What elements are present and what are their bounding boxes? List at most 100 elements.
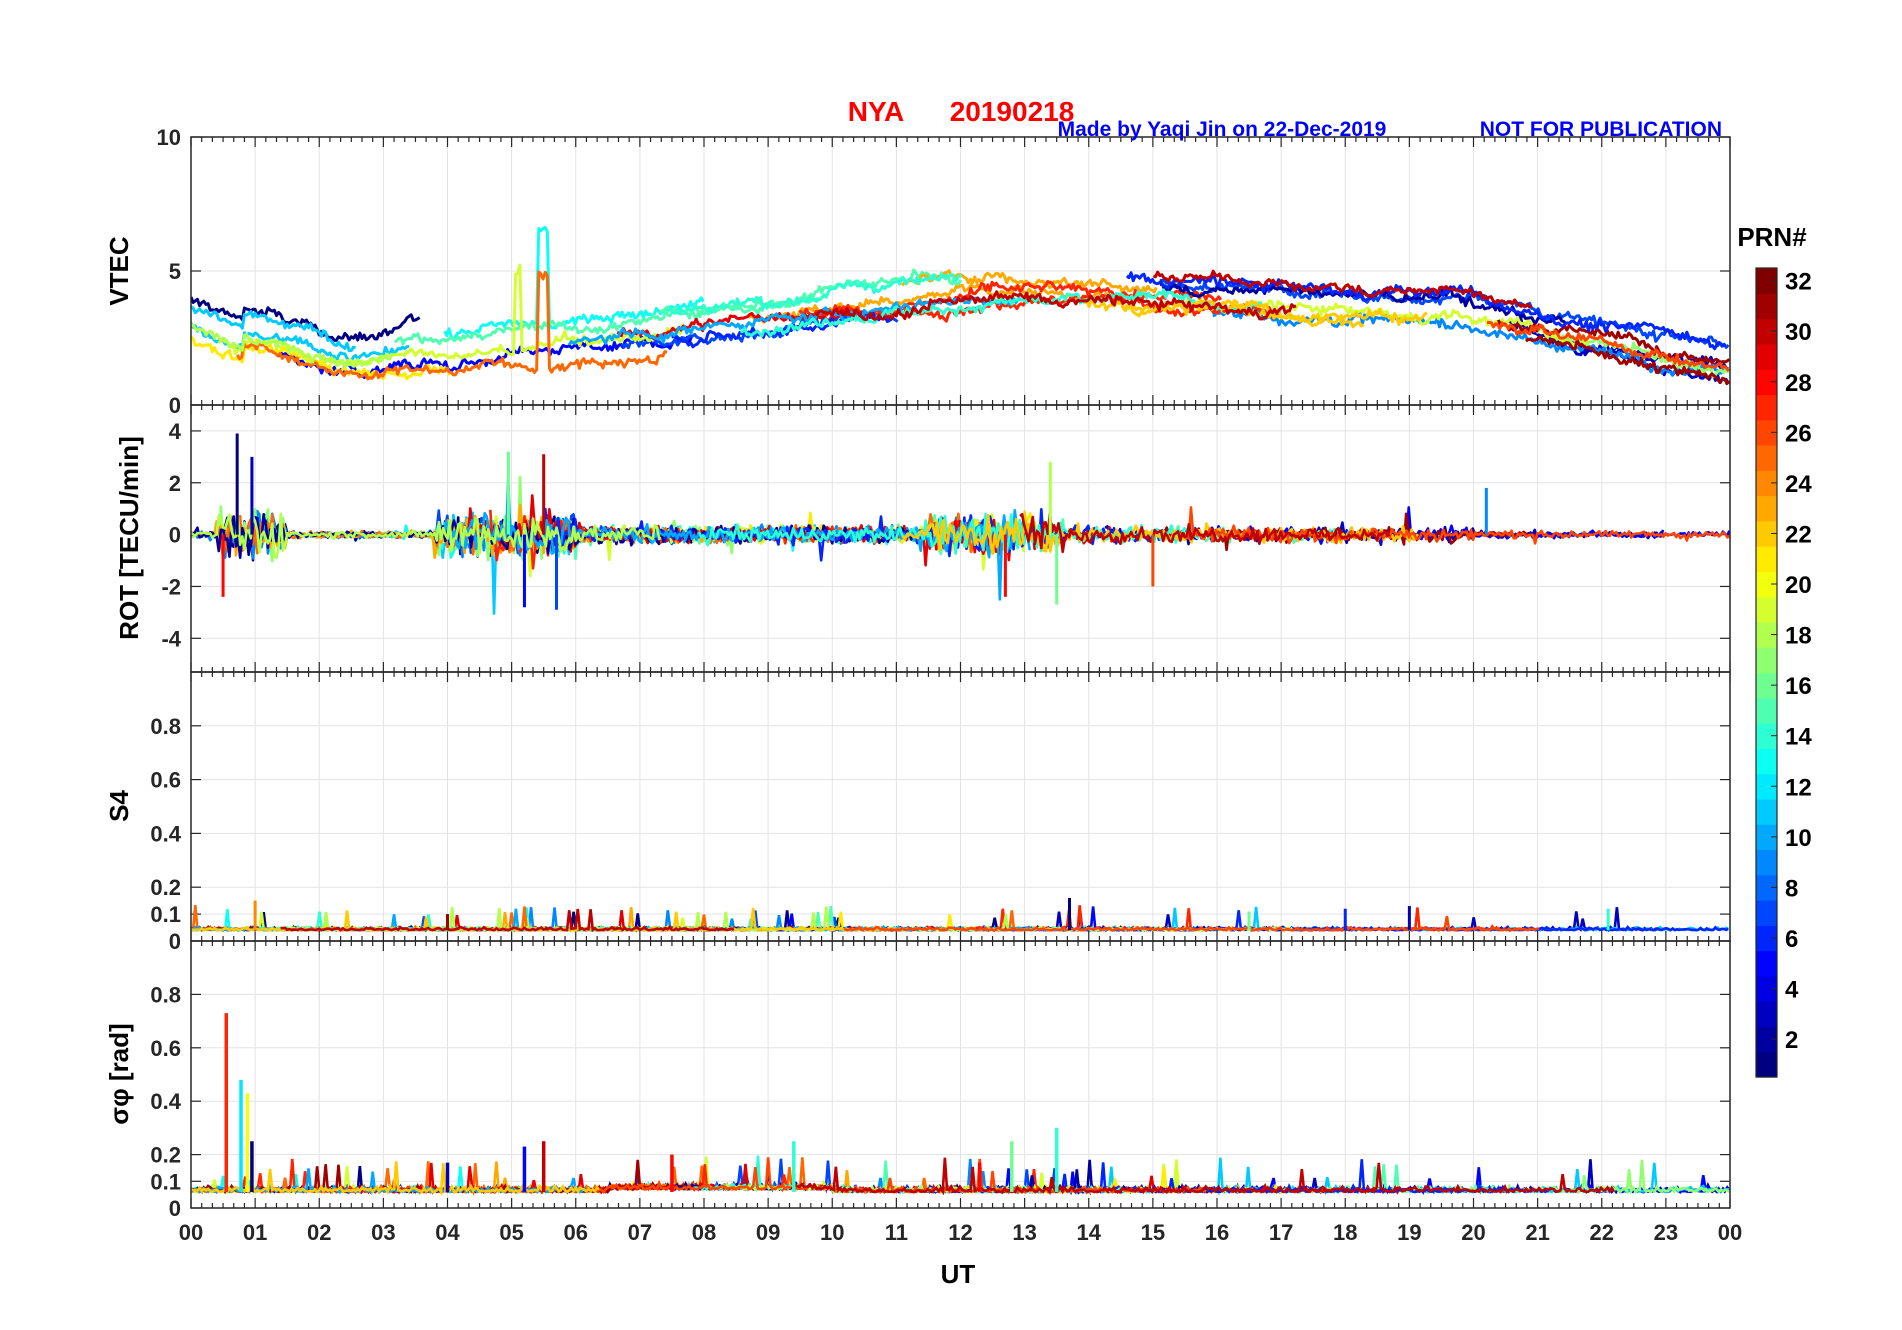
- y-tick-label-sigma_phi: 0.1: [150, 1169, 181, 1194]
- colorbar-tick-label: 14: [1785, 724, 1812, 751]
- colorbar-tick-label: 16: [1785, 673, 1812, 700]
- rot-line-prn-18: [191, 512, 662, 560]
- colorbar-segment: [1756, 773, 1777, 800]
- x-tick-label: 00: [1718, 1220, 1742, 1245]
- vtec-line-prn-26: [1486, 320, 1730, 372]
- colorbar-segment: [1756, 672, 1777, 699]
- x-tick-label: 21: [1525, 1220, 1549, 1245]
- x-tick-label: 23: [1654, 1220, 1678, 1245]
- y-tick-label-vtec: 10: [157, 125, 181, 150]
- colorbar-tick-label: 8: [1785, 875, 1798, 902]
- x-tick-label: 05: [499, 1220, 523, 1245]
- vtec-line-prn-15: [394, 292, 830, 346]
- x-tick-label: 06: [564, 1220, 588, 1245]
- y-tick-label-rot: -2: [161, 574, 181, 599]
- vtec-line-prn-22: [1083, 298, 1428, 327]
- y-tick-label-s4: 0.1: [150, 902, 181, 927]
- vtec-series-group: [191, 225, 1730, 386]
- notice-text: NOT FOR PUBLICATION: [1480, 118, 1722, 141]
- vtec-line-prn-25: [236, 270, 668, 381]
- colorbar-tick-label: 26: [1785, 420, 1812, 447]
- colorbar-segment: [1756, 268, 1777, 294]
- y-axis-label-s4: S4: [104, 790, 134, 822]
- colorbar-tick-label: 6: [1785, 926, 1798, 953]
- y-axis-label-vtec: VTEC: [104, 236, 134, 306]
- colorbar-segment: [1756, 343, 1777, 370]
- x-tick-label: 14: [1077, 1220, 1102, 1245]
- vtec-line-prn-30: [1152, 269, 1533, 309]
- y-tick-label-sigma_phi: 0.4: [150, 1089, 181, 1114]
- vtec-line-prn-31: [1497, 319, 1730, 365]
- y-tick-label-rot: -4: [161, 626, 181, 651]
- y-tick-label-sigma_phi: 0.2: [150, 1143, 181, 1168]
- colorbar-segment: [1756, 900, 1777, 926]
- x-tick-label: 15: [1141, 1220, 1165, 1245]
- colorbar-segment: [1756, 975, 1777, 1002]
- y-axis-label-rot: ROT [TECU/min]: [114, 436, 144, 640]
- colorbar-segment: [1756, 419, 1777, 446]
- vtec-line-prn-30: [814, 290, 1297, 322]
- x-tick-label: 00: [179, 1220, 203, 1245]
- colorbar-segment: [1756, 950, 1777, 977]
- colorbar-tick-label: 10: [1785, 825, 1812, 852]
- colorbar-tick-label: 4: [1785, 977, 1799, 1004]
- colorbar-segment: [1756, 1026, 1777, 1053]
- colorbar-tick-label: 18: [1785, 623, 1812, 650]
- sigma-phi-line-prn-22: [191, 1161, 601, 1197]
- x-tick-label: 17: [1269, 1220, 1293, 1245]
- x-tick-label: 10: [820, 1220, 844, 1245]
- colorbar-tick-label: 28: [1785, 370, 1812, 397]
- colorbar-segment: [1756, 748, 1777, 775]
- y-tick-label-s4: 0.2: [150, 875, 181, 900]
- colorbar-segment: [1756, 798, 1777, 825]
- y-tick-label-s4: 0.8: [150, 714, 181, 739]
- credit-text: Made by Yaqi Jin on 22-Dec-2019: [1058, 118, 1387, 141]
- colorbar: PRN# 32 30 28 26 24 22 20 18 16 14 12 10 8 6 4 2: [1737, 222, 1812, 1078]
- x-tick-label: 19: [1397, 1220, 1421, 1245]
- y-axis-label-sigma_phi: σφ [rad]: [104, 1023, 134, 1124]
- colorbar-segment: [1756, 318, 1777, 345]
- colorbar-title: PRN#: [1737, 222, 1807, 252]
- y-tick-label-vtec: 5: [169, 259, 181, 284]
- x-tick-label: 18: [1333, 1220, 1357, 1245]
- colorbar-segment: [1756, 723, 1777, 749]
- colorbar-segment: [1756, 824, 1777, 851]
- s4-series-group: [191, 897, 1730, 933]
- colorbar-tick-label: 20: [1785, 572, 1812, 599]
- colorbar-segment: [1756, 546, 1777, 572]
- sigma-phi-series-group: [191, 1013, 1730, 1197]
- x-tick-label: 02: [307, 1220, 331, 1245]
- y-tick-label-s4: 0.6: [150, 768, 181, 793]
- colorbar-tick-label: 22: [1785, 521, 1812, 548]
- colorbar-segment: [1756, 874, 1777, 901]
- colorbar-segment: [1756, 495, 1777, 522]
- panel-s4: 00.10.2 0.4 0.6 0.8: [150, 672, 1731, 954]
- x-tick-label: 20: [1461, 1220, 1485, 1245]
- s4-line-prn-30: [280, 908, 735, 933]
- colorbar-segment: [1756, 621, 1777, 648]
- colorbar-tick-label: 2: [1785, 1027, 1798, 1054]
- y-tick-label-sigma_phi: 0.6: [150, 1036, 181, 1061]
- vtec-line-prn-23: [748, 282, 1111, 324]
- rot-line-prn-30: [1019, 512, 1391, 554]
- colorbar-segment: [1756, 520, 1777, 547]
- colorbar-segment: [1756, 394, 1777, 421]
- colorbar-segment: [1756, 596, 1777, 623]
- date-title: 20190218: [950, 96, 1075, 127]
- rot-line-prn-22: [901, 510, 1419, 556]
- colorbar-segment: [1756, 369, 1777, 396]
- x-tick-label: 09: [756, 1220, 780, 1245]
- vtec-line-prn-21: [191, 335, 452, 381]
- x-tick-label: 08: [692, 1220, 716, 1245]
- x-tick-label: 12: [948, 1220, 972, 1245]
- colorbar-segment: [1756, 647, 1777, 674]
- y-tick-label-s4: 0: [169, 929, 181, 954]
- colorbar-tick-label: 30: [1785, 319, 1812, 346]
- colorbar-segment: [1756, 293, 1777, 320]
- y-tick-label-rot: 0: [169, 523, 181, 548]
- x-axis-label: UT: [941, 1259, 976, 1289]
- frame-sigma_phi: [190, 940, 1731, 1209]
- vtec-line-prn-29: [616, 308, 864, 341]
- y-tick-label-vtec: 0: [169, 393, 181, 418]
